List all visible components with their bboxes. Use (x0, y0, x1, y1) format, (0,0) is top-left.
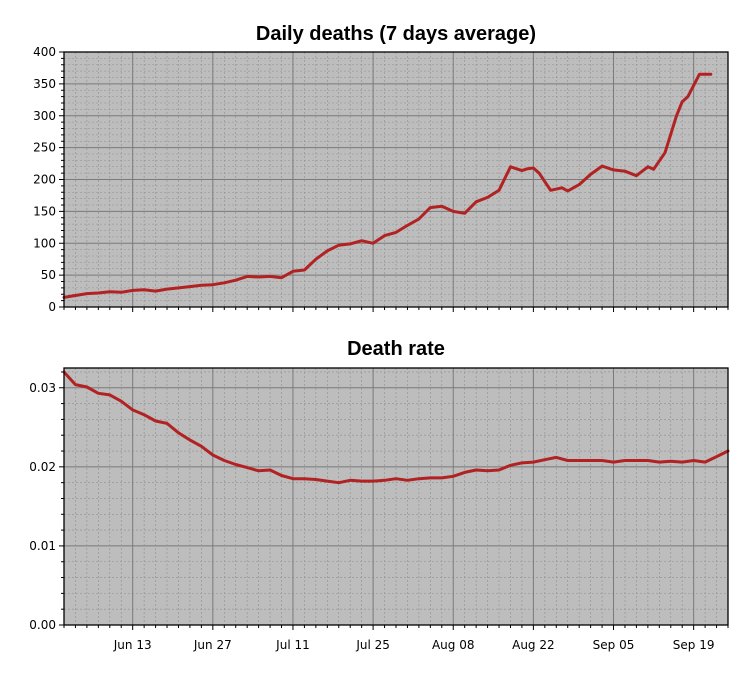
x-tick-label: Sep 05 (593, 638, 635, 652)
y-tick-label: 0.00 (29, 618, 56, 632)
chart-title-daily-deaths: Daily deaths (7 days average) (256, 23, 536, 45)
plot-frame (63, 51, 729, 308)
y-tick-label: 350 (33, 77, 56, 91)
series-line (62, 72, 713, 299)
plot-frame (63, 367, 729, 626)
x-tick-label: Jun 13 (113, 638, 152, 652)
x-tick-label: Jun 27 (193, 638, 232, 652)
y-tick-label: 300 (33, 109, 56, 123)
daily-deaths-plot: 0 50 100 150 200 250 300 350 400 (33, 45, 729, 314)
y-tick-label: 400 (33, 45, 56, 59)
y-tick-label: 0.02 (29, 460, 56, 474)
x-tick-label: Jul 11 (275, 638, 310, 652)
y-tick-label: 250 (33, 141, 56, 155)
y-tick-label: 150 (33, 204, 56, 218)
chart-title-death-rate: Death rate (347, 338, 445, 360)
x-tick-label: Aug 22 (512, 638, 555, 652)
x-tick-label: Aug 08 (432, 638, 475, 652)
y-tick-label: 0.01 (29, 539, 56, 553)
y-tick-label: 200 (33, 173, 56, 187)
y-tick-label: 50 (41, 268, 56, 282)
death-rate-plot: 0.00 0.01 0.02 0.03 Jun 13 Jun 27 Jul 11 Jul 25… (29, 367, 730, 652)
y-tick-label: 100 (33, 236, 56, 250)
y-tick-label: 0.03 (29, 381, 56, 395)
x-tick-label: Sep 19 (673, 638, 715, 652)
series-line (62, 370, 730, 485)
y-tick-label: 0 (48, 300, 56, 314)
x-tick-label: Jul 25 (355, 638, 390, 652)
